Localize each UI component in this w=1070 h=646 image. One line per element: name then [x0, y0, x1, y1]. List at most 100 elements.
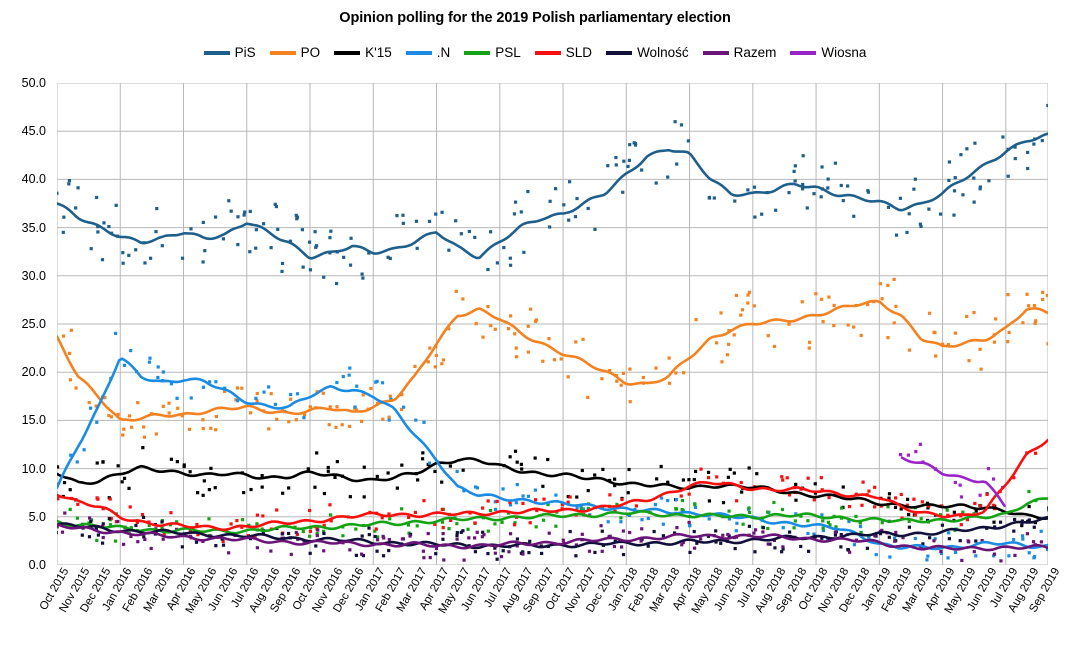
y-axis-tick-label: 45.0 [21, 124, 46, 139]
poll-marker [606, 164, 610, 168]
poll-marker [328, 236, 332, 240]
poll-marker [169, 511, 173, 515]
poll-marker [308, 551, 312, 555]
poll-marker [156, 365, 160, 369]
poll-marker [599, 524, 603, 528]
poll-marker [486, 529, 490, 533]
poll-marker [280, 261, 285, 266]
poll-marker [381, 534, 385, 538]
poll-marker [273, 402, 277, 406]
poll-marker [501, 549, 505, 553]
poll-marker [375, 538, 380, 542]
y-axis-labels: 0.0 5.0 10.0 15.0 20.0 25.0 30.0 35.0 40.0 45.0 50… [0, 76, 52, 572]
poll-marker [333, 475, 337, 479]
poll-marker [307, 508, 312, 513]
poll-marker [109, 415, 113, 419]
poll-marker [534, 319, 538, 324]
poll-marker [819, 476, 823, 480]
poll-marker [952, 510, 956, 514]
poll-marker [67, 178, 72, 183]
poll-marker [972, 176, 976, 180]
poll-marker [95, 420, 99, 424]
poll-marker [400, 507, 404, 511]
poll-marker [627, 158, 631, 162]
poll-marker [127, 414, 132, 418]
poll-marker [67, 182, 71, 186]
poll-marker [455, 537, 459, 541]
poll-marker [548, 199, 552, 203]
poll-marker [706, 476, 711, 480]
poll-marker [548, 225, 552, 229]
poll-marker [207, 487, 211, 492]
poll-marker [854, 514, 858, 519]
poll-marker [600, 377, 604, 381]
poll-marker [521, 494, 525, 498]
poll-marker [567, 180, 572, 184]
poll-marker [175, 396, 179, 400]
poll-marker [1033, 321, 1037, 325]
poll-marker [892, 321, 896, 325]
poll-marker [699, 467, 703, 471]
poll-marker [101, 460, 105, 464]
poll-marker [316, 528, 320, 532]
poll-marker [1031, 540, 1036, 544]
legend-item-psl[interactable]: PSL [464, 46, 521, 60]
poll-marker [169, 382, 174, 386]
poll-marker [255, 546, 259, 550]
poll-marker [466, 527, 470, 531]
poll-marker [322, 529, 326, 533]
poll-marker [526, 350, 530, 354]
poll-marker [440, 210, 444, 214]
poll-marker [236, 399, 240, 403]
poll-marker [519, 210, 523, 214]
legend-item-razem[interactable]: Razem [702, 46, 776, 60]
poll-marker [100, 258, 105, 262]
legend-item-k-15[interactable]: K'15 [334, 46, 392, 60]
poll-marker [740, 490, 744, 494]
poll-marker [260, 474, 264, 478]
legend-item--n[interactable]: .N [405, 46, 450, 60]
poll-marker [898, 196, 902, 200]
poll-marker [979, 367, 983, 371]
poll-marker [533, 498, 538, 502]
poll-marker [113, 331, 118, 336]
chart-legend: PiS PO K'15 .N PSL SLD Wolność Razem Wiosna [0, 46, 1070, 60]
legend-item-po[interactable]: PO [269, 46, 320, 60]
legend-item-wiosna[interactable]: Wiosna [790, 46, 866, 60]
poll-marker [746, 301, 750, 305]
poll-marker [706, 470, 711, 474]
poll-marker [732, 471, 736, 475]
poll-marker [289, 552, 293, 556]
poll-marker [547, 531, 551, 535]
poll-marker [454, 219, 458, 223]
poll-marker [814, 292, 818, 296]
y-axis-tick-label: 50.0 [21, 76, 46, 90]
poll-marker [841, 199, 845, 203]
legend-label: Wiosna [821, 45, 867, 60]
poll-marker [960, 558, 964, 563]
poll-marker [140, 512, 145, 517]
chart-title: Opinion polling for the 2019 Polish parl… [339, 10, 731, 26]
legend-swatch-icon [203, 51, 230, 55]
poll-marker [852, 214, 856, 218]
poll-marker [634, 504, 639, 508]
poll-marker [301, 265, 305, 269]
legend-item-pis[interactable]: PiS [203, 46, 256, 60]
poll-marker [57, 530, 58, 535]
poll-marker [659, 496, 664, 500]
poll-marker [135, 520, 139, 524]
poll-marker [952, 213, 956, 217]
poll-marker [508, 503, 513, 507]
poll-marker [806, 531, 810, 536]
poll-marker [448, 464, 452, 468]
poll-marker [600, 529, 604, 533]
poll-marker [787, 191, 791, 195]
poll-marker [740, 308, 745, 312]
legend-item-sld[interactable]: SLD [534, 46, 592, 60]
poll-marker [274, 204, 278, 209]
legend-item-wolno--[interactable]: Wolność [606, 46, 689, 60]
poll-marker [314, 544, 318, 548]
poll-marker [249, 487, 253, 492]
poll-marker [628, 143, 632, 147]
